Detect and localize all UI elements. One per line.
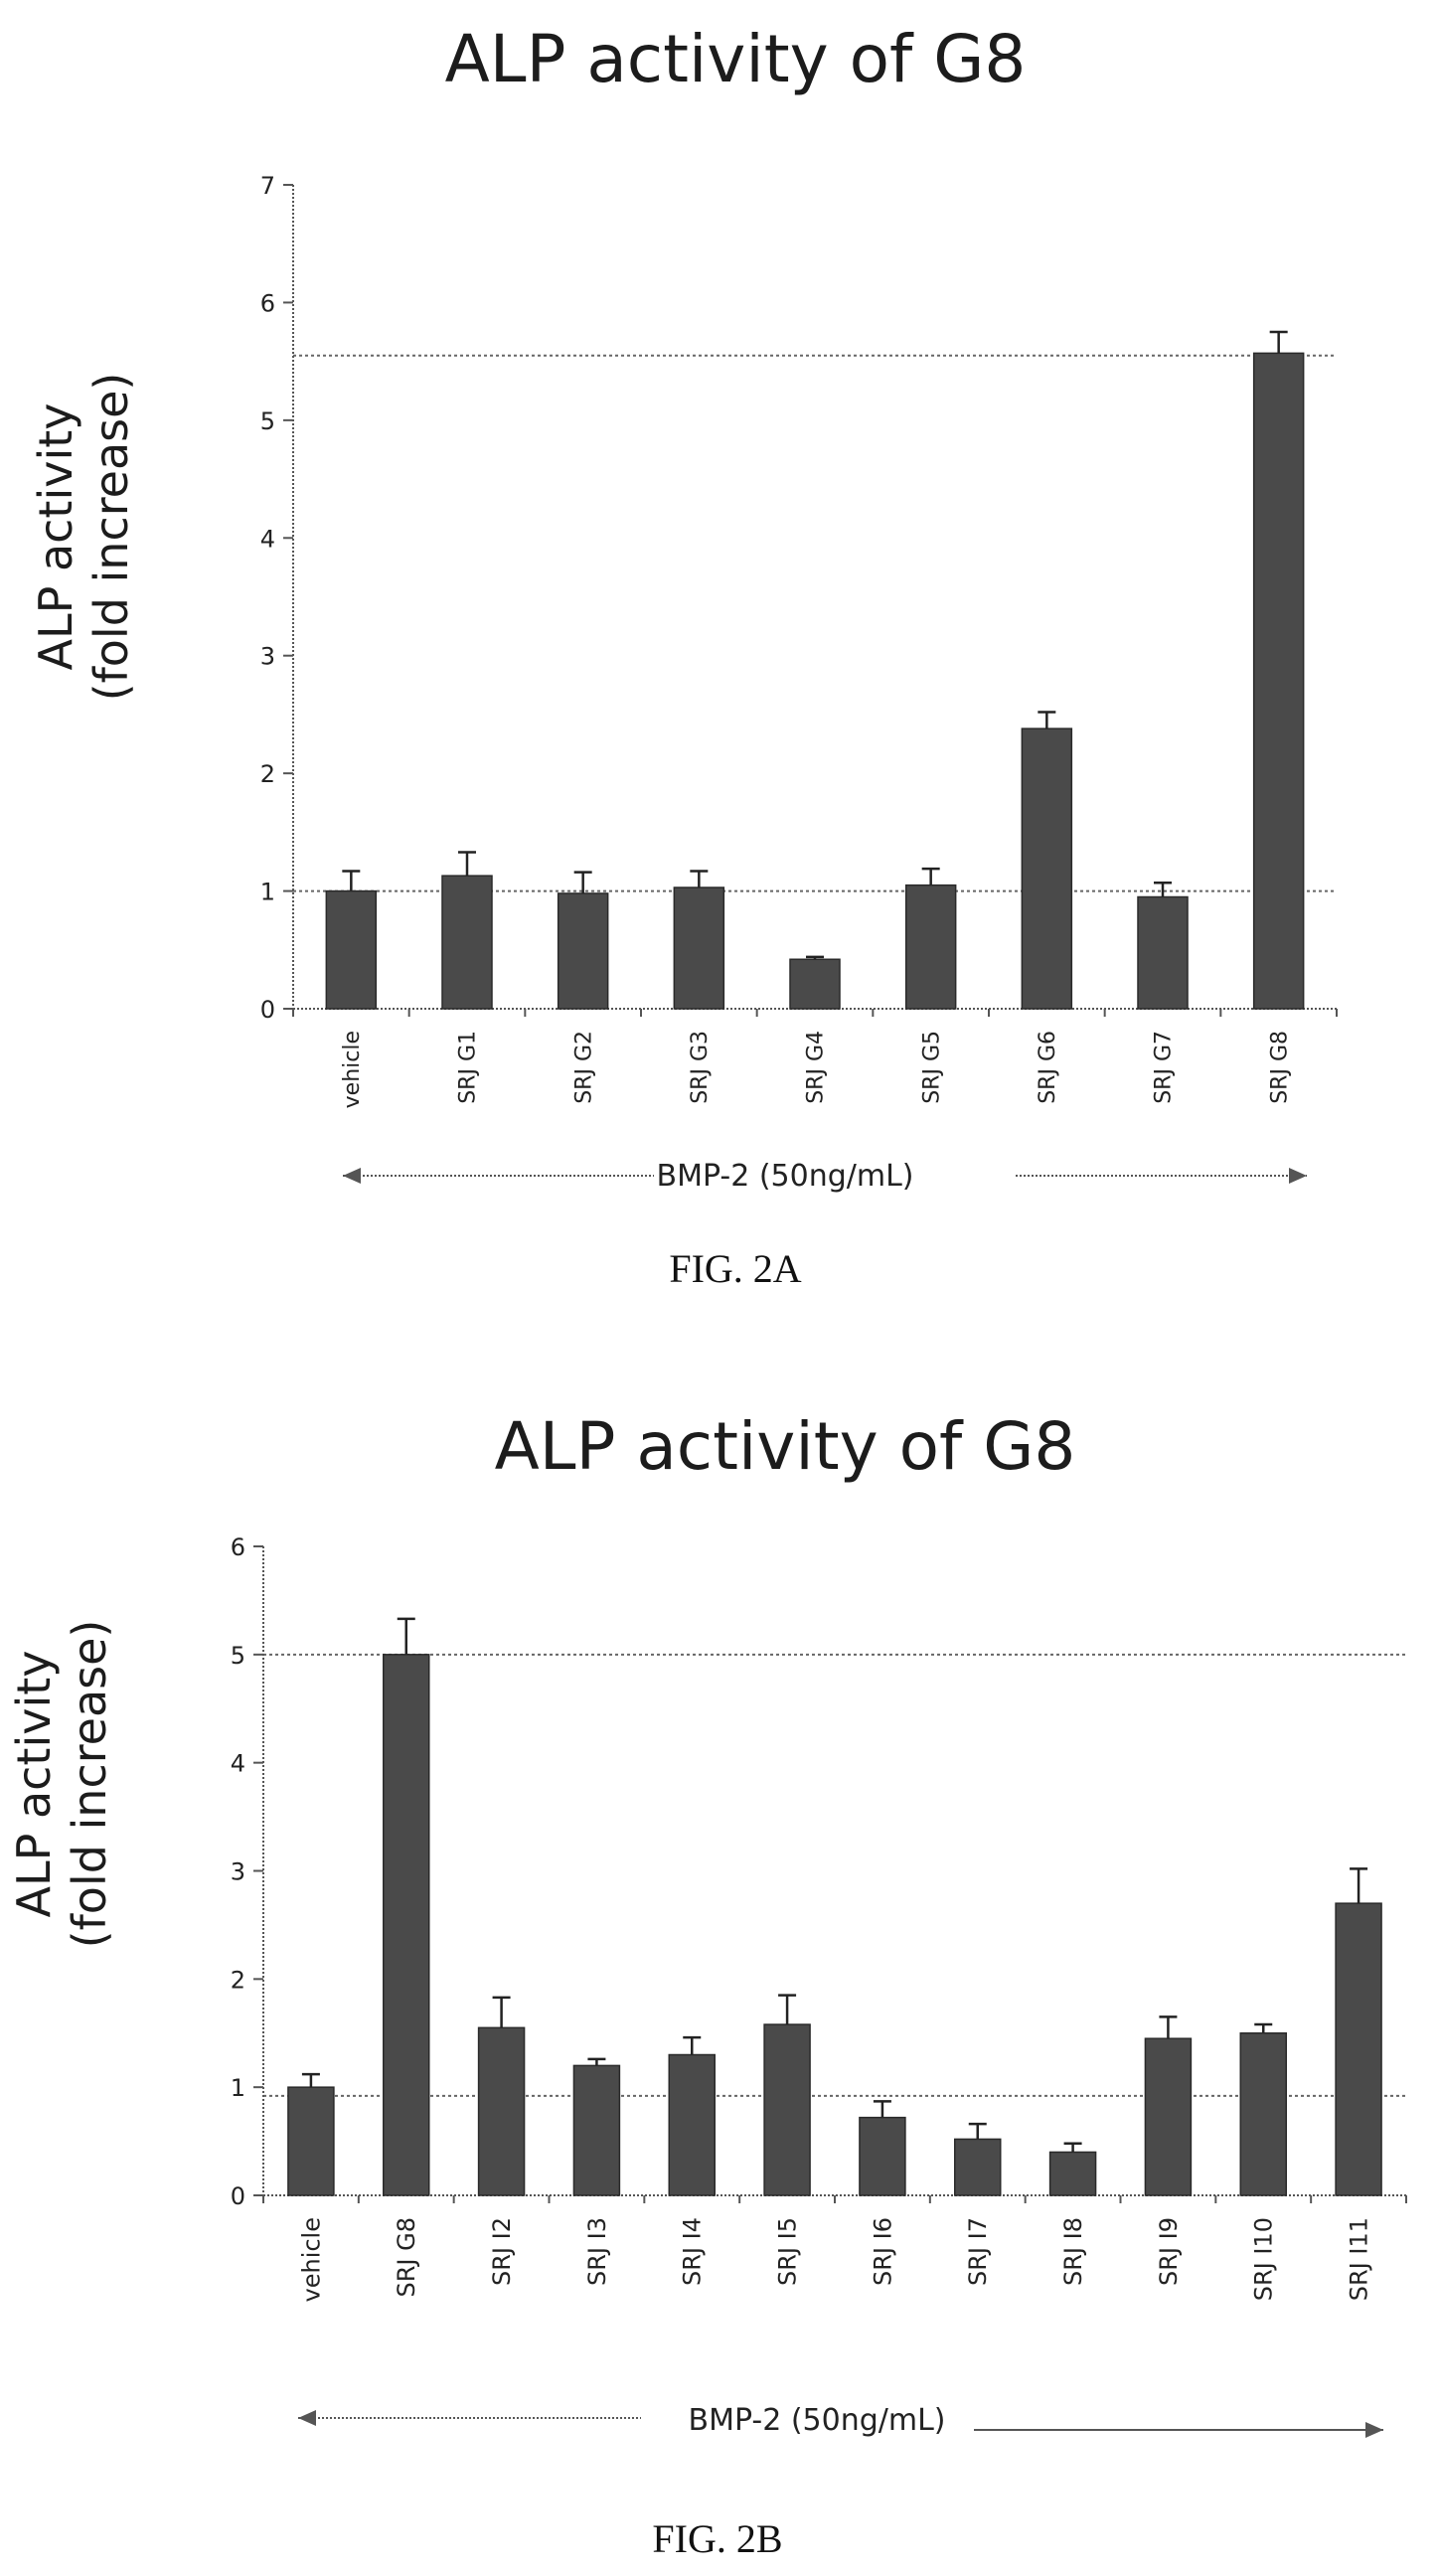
chart-a-bar [441, 875, 493, 1010]
chart-a-y-tick-label: 5 [260, 407, 275, 435]
chart-b-category-label: SRJ I7 [964, 2217, 992, 2286]
chart-a-bar [557, 892, 609, 1010]
chart-a-category-label: SRJ G4 [804, 1031, 829, 1104]
chart-a-category-label: SRJ G2 [571, 1031, 596, 1104]
chart-b-bar [383, 1654, 430, 2196]
chart-b-bar [1048, 2151, 1097, 2196]
chart-b-category-label: SRJ I2 [488, 2217, 516, 2286]
chart-b-y-tick-label: 6 [231, 1533, 245, 1561]
chart-b-bmp-annotation: BMP-2 (50ng/mL) [298, 2403, 1383, 2438]
chart-b-y-tick-label: 2 [231, 1966, 245, 1994]
chart-b-arrow-right-head [1365, 2422, 1383, 2438]
chart-a-category-label: SRJ G1 [456, 1031, 481, 1104]
chart-a-bmp-annotation: BMP-2 (50ng/mL) [343, 1159, 1307, 1194]
chart-b-bar [954, 2138, 1002, 2196]
chart-a-category-label: vehicle [340, 1031, 365, 1108]
chart-a-title: ALP activity of G8 [445, 21, 1027, 97]
chart-b-category-label: SRJ I4 [679, 2217, 707, 2286]
chart-a-caption: FIG. 2A [669, 1246, 801, 1291]
chart-a-bar [1137, 895, 1189, 1010]
chart-b-bar [477, 2026, 526, 2196]
chart-a-y-tick-label: 4 [260, 525, 275, 553]
chart-b-y-tick-label: 0 [231, 2182, 245, 2210]
chart-b-caption: FIG. 2B [652, 2516, 782, 2561]
chart-a-arrow-right-head [1289, 1168, 1307, 1184]
chart-a-y-tick-label: 2 [260, 760, 275, 788]
chart-a-y-tick-label: 7 [260, 172, 275, 200]
chart-b-category-label: SRJ I10 [1250, 2217, 1278, 2301]
chart-b-ylabel-line1: ALP activity [7, 1650, 61, 1917]
chart-b-bar [763, 2023, 811, 2196]
chart-a-bar [1252, 352, 1305, 1010]
chart-b-category-label: SRJ I5 [773, 2217, 801, 2286]
chart-b-category-label: SRJ I3 [583, 2217, 611, 2286]
chart-a-y-tick-label: 6 [260, 289, 275, 317]
chart-a-arrow-left-head [343, 1168, 361, 1184]
chart-b-ylabel-line2: (fold increase) [63, 1620, 116, 1949]
chart-a-y-tick-label: 3 [260, 643, 275, 671]
chart-a-y-tick-label: 0 [260, 996, 275, 1024]
chart-b-bar [572, 2064, 621, 2196]
chart-a-category-label: SRJ G7 [1152, 1031, 1177, 1104]
chart-b-category-label: vehicle [297, 2217, 325, 2302]
chart-b-annotation: BMP-2 (50ng/mL) [688, 2403, 945, 2438]
chart-a-bar [673, 886, 725, 1010]
chart-a-plot: 0 1 2 3 4 5 6 7 vehicle SRJ G1 SRJ G2 SRJ G3 SRJ G4 S… [260, 172, 1338, 1108]
chart-a-category-label: SRJ G5 [919, 1031, 944, 1104]
chart-b-category-label: SRJ I9 [1155, 2217, 1183, 2286]
chart-a: ALP activity of G8 ALP activity (fold in… [29, 21, 1338, 1291]
chart-a-annotation: BMP-2 (50ng/mL) [656, 1159, 913, 1194]
chart-b-arrow-left-head [298, 2410, 316, 2426]
chart-a-category-label: SRJ G6 [1036, 1031, 1060, 1104]
chart-a-bar [325, 889, 378, 1010]
chart-b-bar [668, 2053, 716, 2196]
chart-b-category-label: SRJ G8 [393, 2217, 420, 2297]
chart-a-category-label: SRJ G3 [688, 1031, 713, 1104]
chart-a-bar [904, 884, 957, 1010]
chart-b-y-tick-label: 1 [231, 2074, 245, 2102]
chart-a-bar [1021, 727, 1073, 1010]
chart-b-category-label: SRJ I8 [1059, 2217, 1087, 2286]
chart-b-bar [1144, 2037, 1193, 2196]
chart-b-category-label: SRJ I6 [869, 2217, 896, 2286]
chart-b-bar [1335, 1902, 1382, 2196]
chart-b-bar [1239, 2032, 1287, 2196]
chart-a-bar [789, 958, 841, 1010]
chart-b-bar [287, 2086, 335, 2196]
chart-b-y-tick-label: 5 [231, 1642, 245, 1670]
chart-b-y-tick-label: 3 [231, 1858, 245, 1886]
chart-b-y-tick-label: 4 [231, 1750, 245, 1778]
chart-a-ylabel-line1: ALP activity [29, 402, 82, 670]
chart-b-title: ALP activity of G8 [495, 1408, 1076, 1485]
chart-a-y-tick-label: 1 [260, 879, 275, 906]
chart-b-category-label: SRJ I11 [1345, 2217, 1372, 2301]
chart-a-category-label: SRJ G8 [1267, 1031, 1292, 1104]
chart-b: ALP activity of G8 ALP activity (fold in… [7, 1408, 1407, 2561]
chart-b-bar [859, 2116, 906, 2196]
chart-a-ylabel-line2: (fold increase) [84, 373, 138, 702]
chart-b-plot: 0 1 2 3 4 5 6 vehicle SRJ G8 SRJ I2 SRJ I3 SRJ I4 SR… [231, 1533, 1407, 2302]
